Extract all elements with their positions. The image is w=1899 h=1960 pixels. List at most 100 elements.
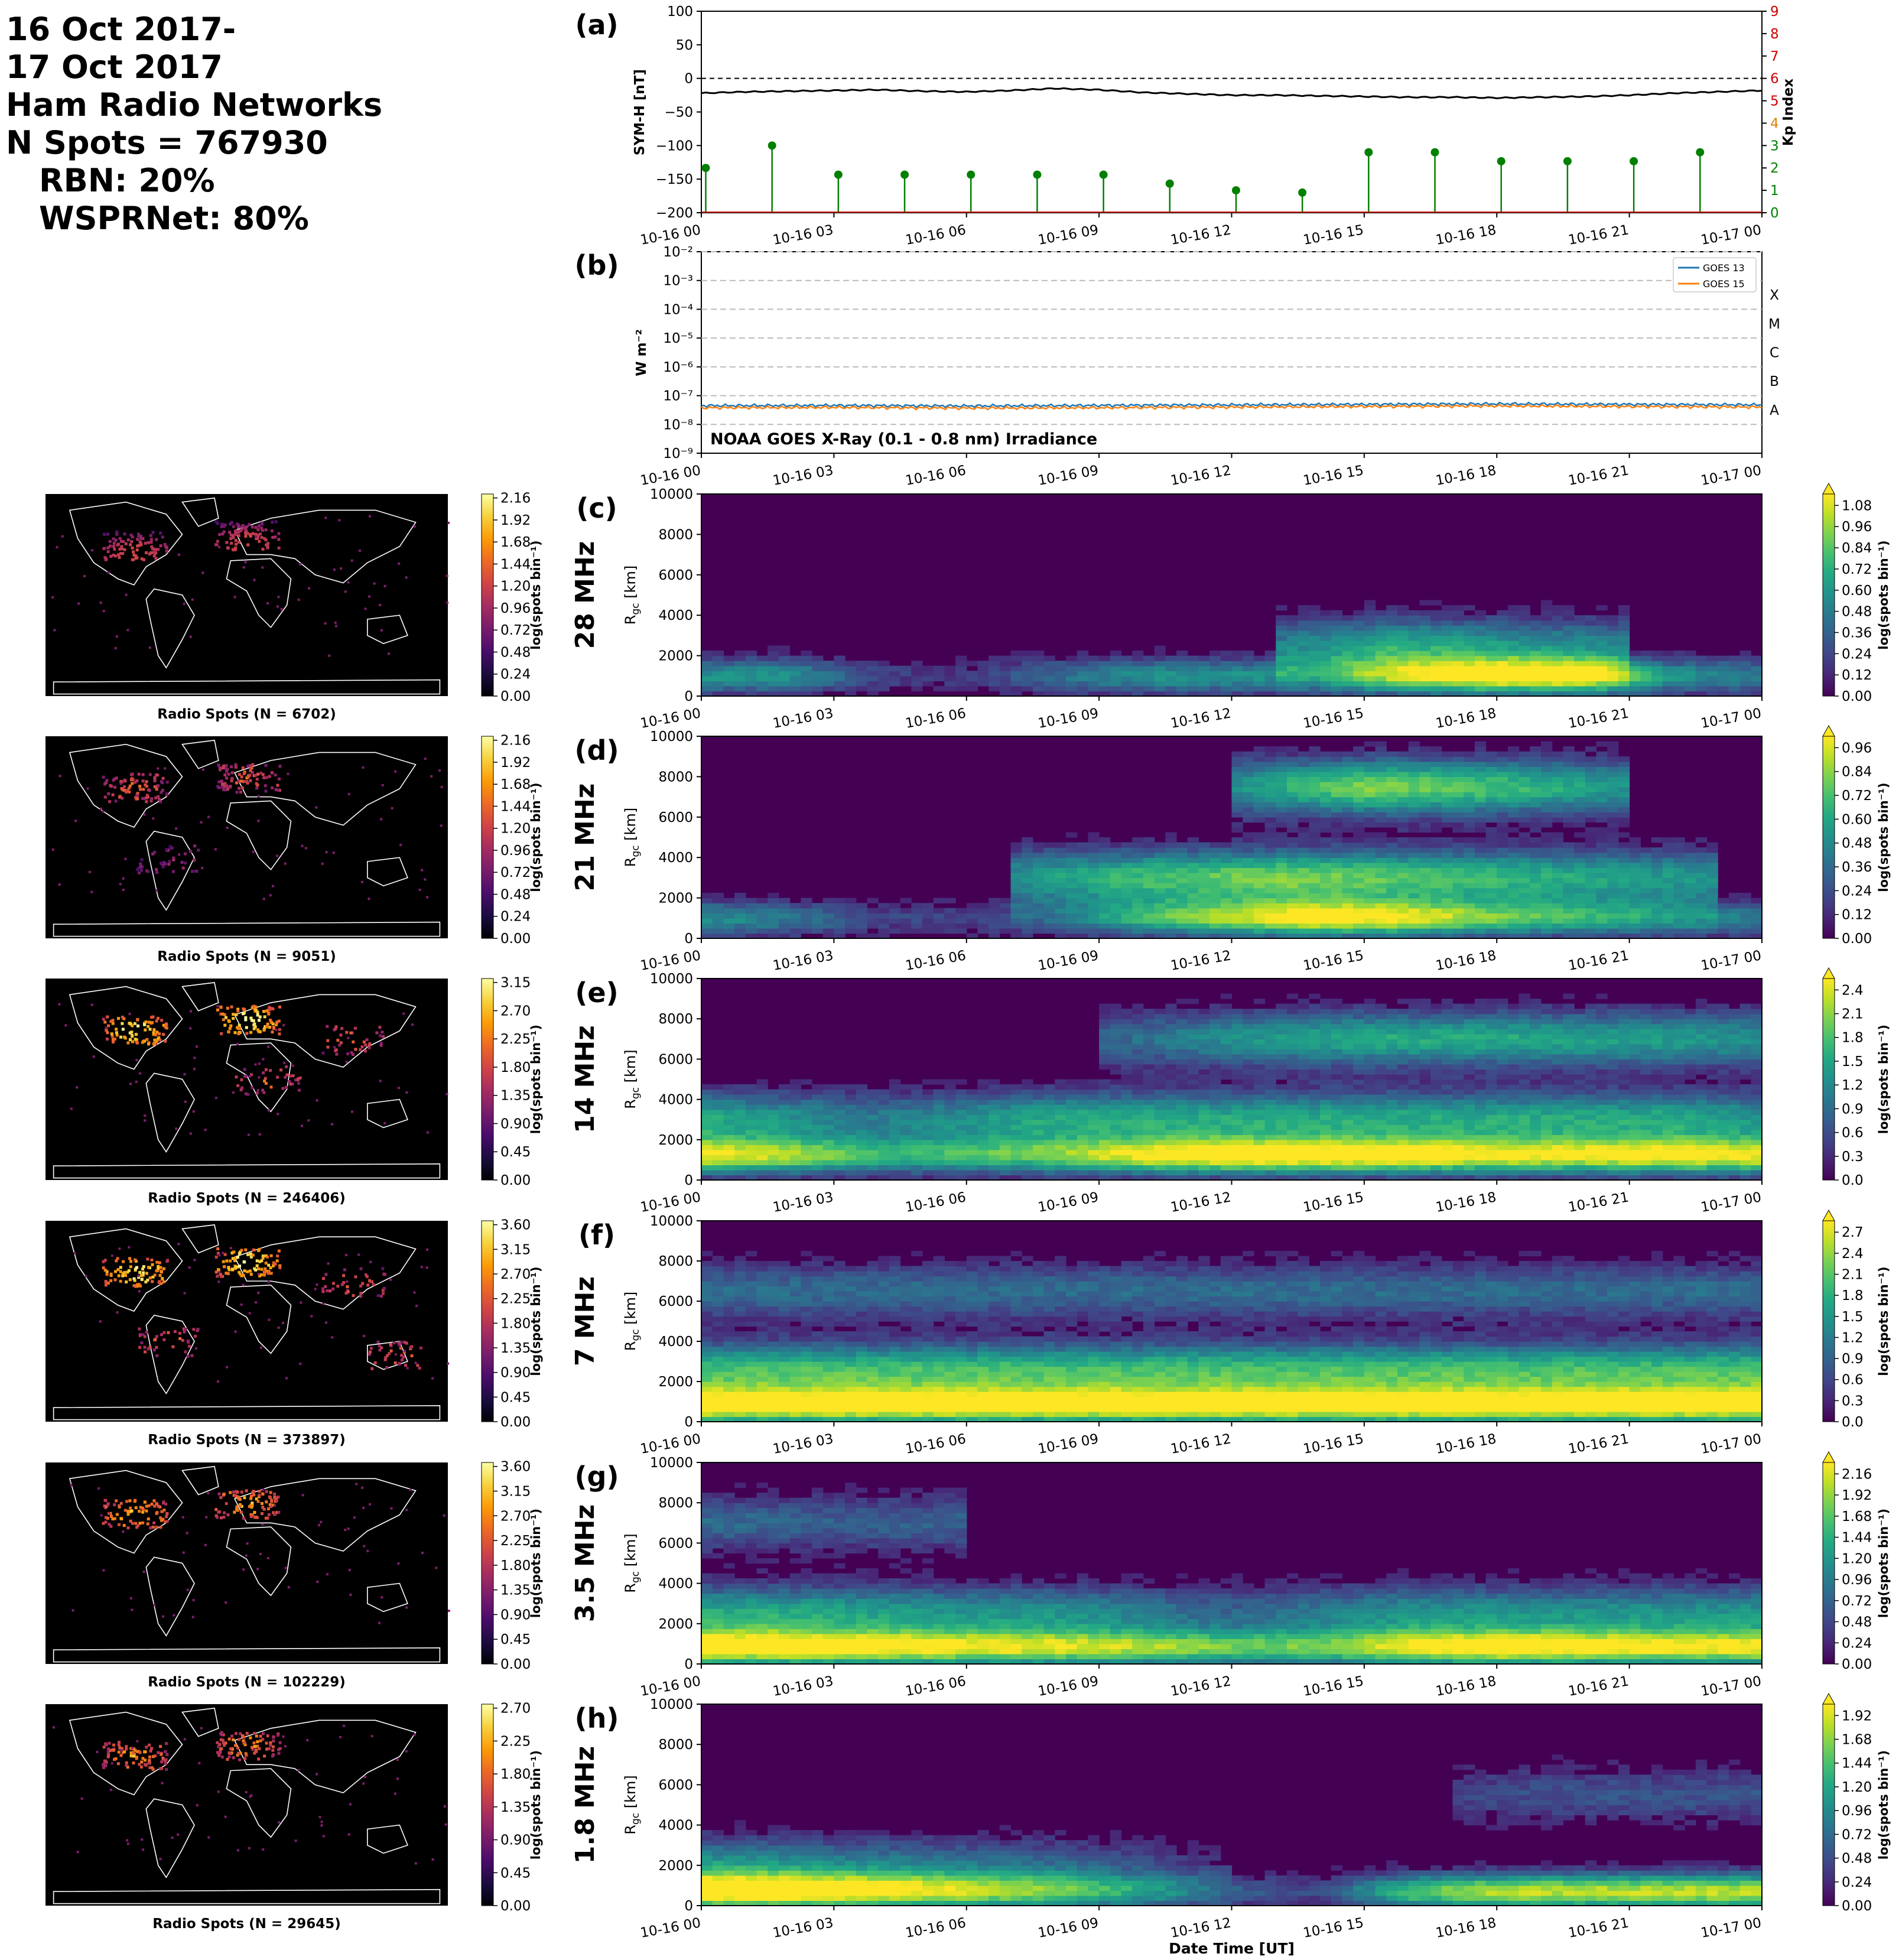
heatmap-cell [1518, 817, 1530, 823]
heatmap-cell [1563, 681, 1575, 687]
heatmap-cell [1132, 898, 1144, 903]
heatmap-cell [1474, 867, 1487, 873]
heatmap-cell [889, 1165, 901, 1171]
heatmap-cell [1276, 837, 1287, 843]
heatmap-cell [1662, 913, 1674, 919]
spot-cell [340, 567, 343, 570]
kp-marker [1497, 157, 1505, 165]
heatmap-cell [1110, 847, 1122, 853]
heatmap-cell [1464, 665, 1475, 671]
heatmap-cell [966, 1155, 978, 1161]
heatmap-cell [1320, 928, 1332, 934]
heatmap-cell [1264, 797, 1276, 802]
heatmap-cell [822, 1109, 834, 1115]
heatmap-cell [1253, 872, 1266, 878]
heatmap-cell [1497, 620, 1508, 626]
heatmap-cell [1088, 1094, 1100, 1100]
heatmap-cell [1176, 1049, 1188, 1055]
heatmap-cell [1408, 867, 1420, 873]
heatmap-cell [1055, 1114, 1066, 1120]
x-tick-label: 10-16 15 [1302, 463, 1365, 489]
heatmap-cell [1430, 812, 1442, 818]
heatmap-cell [988, 1145, 1000, 1150]
heatmap-cell [1110, 1023, 1122, 1029]
heatmap-cell [801, 928, 812, 934]
heatmap-cell [1121, 908, 1133, 914]
cb-tick-label: 1.92 [500, 513, 531, 528]
heatmap-cell [1320, 685, 1332, 692]
heatmap-cell [1552, 625, 1563, 631]
heatmap-cell [1585, 867, 1597, 873]
heatmap-cell [1485, 766, 1497, 772]
heatmap-cell [1043, 665, 1055, 671]
heatmap-cell [1132, 1079, 1144, 1085]
heatmap-cell [1176, 913, 1188, 919]
heatmap-cell [812, 1159, 824, 1165]
heatmap-cell [1154, 842, 1166, 848]
heatmap-cell [1386, 761, 1398, 767]
heatmap-cell [1485, 792, 1497, 798]
heatmap-cell [1497, 827, 1508, 833]
heatmap-cell [1253, 862, 1266, 868]
spot-cell [139, 869, 143, 872]
heatmap-cell [1209, 908, 1221, 914]
heatmap-cell [1408, 872, 1420, 878]
heatmap-cell [1695, 862, 1708, 868]
heatmap-cell [734, 923, 746, 929]
heatmap-cell [1386, 620, 1398, 626]
heatmap-cell [1607, 655, 1619, 661]
heatmap-cell [1585, 671, 1597, 677]
heatmap-cell [1143, 1094, 1155, 1100]
heatmap-cell [812, 675, 824, 681]
heatmap-cell [1132, 1145, 1144, 1150]
spot-cell [301, 844, 304, 847]
heatmap-cell [1066, 681, 1078, 687]
heatmap-cell [1497, 756, 1508, 762]
heatmap-cell [1331, 933, 1343, 939]
heatmap-cell [1452, 807, 1464, 812]
heatmap-cell [1518, 681, 1530, 687]
heatmap-cell [778, 1145, 791, 1150]
heatmap-cell [1121, 1019, 1133, 1025]
spot-cell [250, 766, 253, 770]
heatmap-cell [1364, 655, 1376, 661]
heatmap-cell [1618, 620, 1630, 626]
heatmap-cell [1110, 852, 1122, 858]
heatmap-cell [1673, 675, 1685, 681]
heatmap-cell [1706, 893, 1718, 899]
heatmap-cell [1264, 933, 1276, 939]
spot-cell [201, 866, 204, 869]
spot-cell [136, 797, 139, 801]
heatmap-cell [1121, 918, 1133, 924]
heatmap-cell [1043, 655, 1055, 661]
heatmap-cell [1507, 786, 1520, 792]
heatmap-cell [1066, 1129, 1078, 1135]
heatmap-cell [1497, 933, 1508, 939]
heatmap-cell [1231, 675, 1243, 681]
heatmap-cell [1331, 822, 1343, 828]
heatmap-cell [1397, 807, 1409, 812]
spot-cell [368, 898, 370, 901]
spot-cell [105, 781, 108, 784]
heatmap-cell [1287, 877, 1299, 883]
heatmap-cell [1220, 671, 1233, 677]
heatmap-cell [1099, 671, 1111, 677]
spot-cell [246, 531, 249, 535]
heatmap-cell [977, 918, 989, 924]
heatmap-cell [1264, 681, 1276, 687]
heatmap-cell [1043, 928, 1055, 934]
heatmap-cell [1331, 923, 1343, 929]
heatmap-cell [701, 685, 713, 692]
heatmap-cell [1751, 685, 1763, 692]
heatmap-cell [1287, 913, 1299, 919]
heatmap-cell [1165, 681, 1177, 687]
heatmap-cell [1220, 908, 1233, 914]
heatmap-cell [1430, 908, 1442, 914]
heatmap-cell [1043, 1089, 1055, 1095]
heatmap-cell [1563, 615, 1575, 621]
heatmap-cell [1287, 665, 1299, 671]
heatmap-cell [1010, 1165, 1022, 1171]
heatmap-cell [1231, 776, 1243, 782]
heatmap-cell [1364, 645, 1376, 651]
heatmap-cell [1032, 655, 1045, 661]
